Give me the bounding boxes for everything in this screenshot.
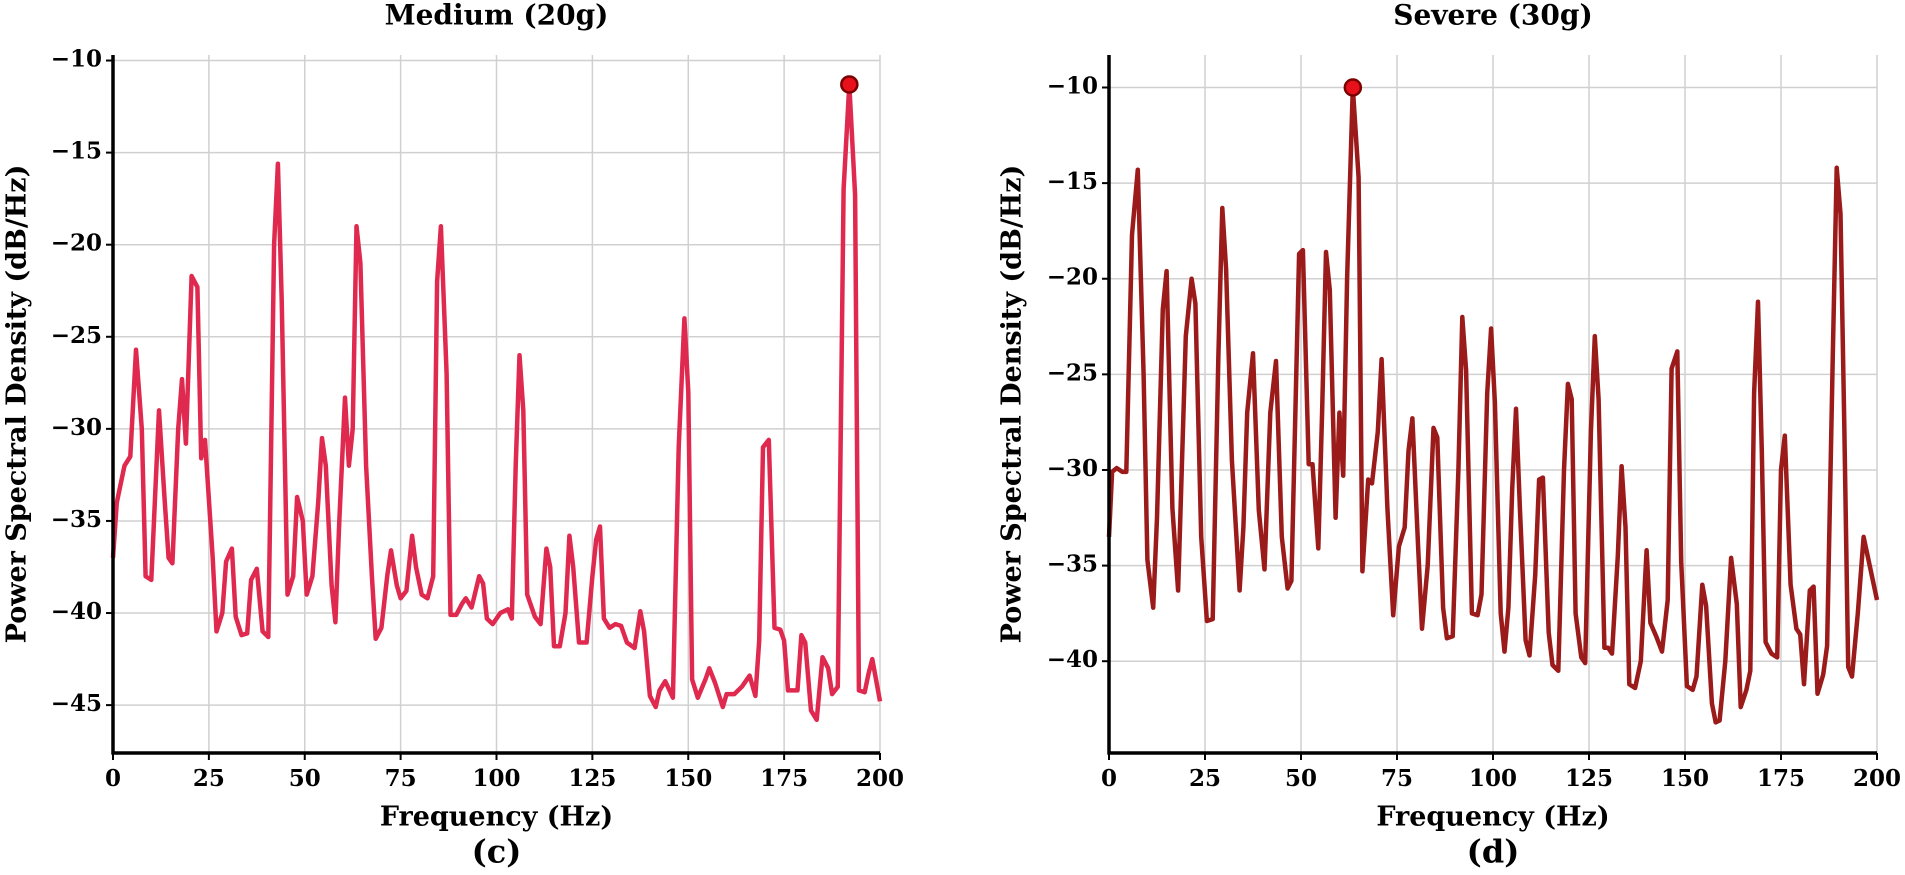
chart-title: Severe (30g) xyxy=(1393,0,1592,32)
peak-marker xyxy=(1343,78,1363,97)
y-tick-label: −35 xyxy=(1047,551,1098,578)
psd-line xyxy=(110,82,883,723)
x-tick-label: 25 xyxy=(1189,765,1221,792)
x-tick-label: 50 xyxy=(289,765,321,792)
panel-caption: (d) xyxy=(1467,833,1520,871)
x-tick-label: 100 xyxy=(472,765,520,792)
y-axis-label: Power Spectral Density (dB/Hz) xyxy=(997,165,1028,644)
y-tick-label: −10 xyxy=(51,46,102,73)
panel-caption: (c) xyxy=(472,833,522,871)
y-axis-label: Power Spectral Density (dB/Hz) xyxy=(2,165,33,644)
x-tick-label: 75 xyxy=(1381,765,1413,792)
chart-title: Medium (20g) xyxy=(385,0,609,32)
x-tick-label: 50 xyxy=(1285,765,1317,792)
x-tick-label: 25 xyxy=(193,765,225,792)
x-axis-label: Frequency (Hz) xyxy=(1376,802,1609,833)
x-tick-label: 150 xyxy=(1661,765,1709,792)
peak-marker xyxy=(840,75,859,94)
y-tick-label: −40 xyxy=(51,598,102,625)
x-tick-label: 175 xyxy=(1757,765,1805,792)
y-tick-label: −40 xyxy=(1047,646,1098,673)
y-tick-label: −35 xyxy=(51,506,102,533)
y-tick-label: −10 xyxy=(1047,73,1098,100)
x-tick-label: 125 xyxy=(1565,765,1613,792)
y-tick-label: −25 xyxy=(51,322,102,349)
x-tick-label: 150 xyxy=(664,765,712,792)
x-tick-label: 100 xyxy=(1469,765,1517,792)
y-tick-label: −15 xyxy=(51,138,102,165)
y-tick-label: −15 xyxy=(1047,168,1098,195)
y-tick-label: −20 xyxy=(1047,264,1098,291)
y-tick-label: −20 xyxy=(51,230,102,257)
x-tick-label: 125 xyxy=(568,765,616,792)
y-tick-label: −30 xyxy=(51,414,102,441)
psd-line xyxy=(1106,85,1880,725)
x-tick-label: 200 xyxy=(856,765,904,792)
y-tick-label: −30 xyxy=(1047,455,1098,482)
y-tick-label: −25 xyxy=(1047,359,1098,386)
x-tick-label: 175 xyxy=(760,765,808,792)
x-tick-label: 0 xyxy=(1101,765,1117,792)
x-tick-label: 75 xyxy=(385,765,417,792)
x-tick-label: 0 xyxy=(105,765,121,792)
y-tick-label: −45 xyxy=(51,690,102,717)
x-tick-label: 200 xyxy=(1853,765,1901,792)
x-axis-label: Frequency (Hz) xyxy=(380,802,613,833)
